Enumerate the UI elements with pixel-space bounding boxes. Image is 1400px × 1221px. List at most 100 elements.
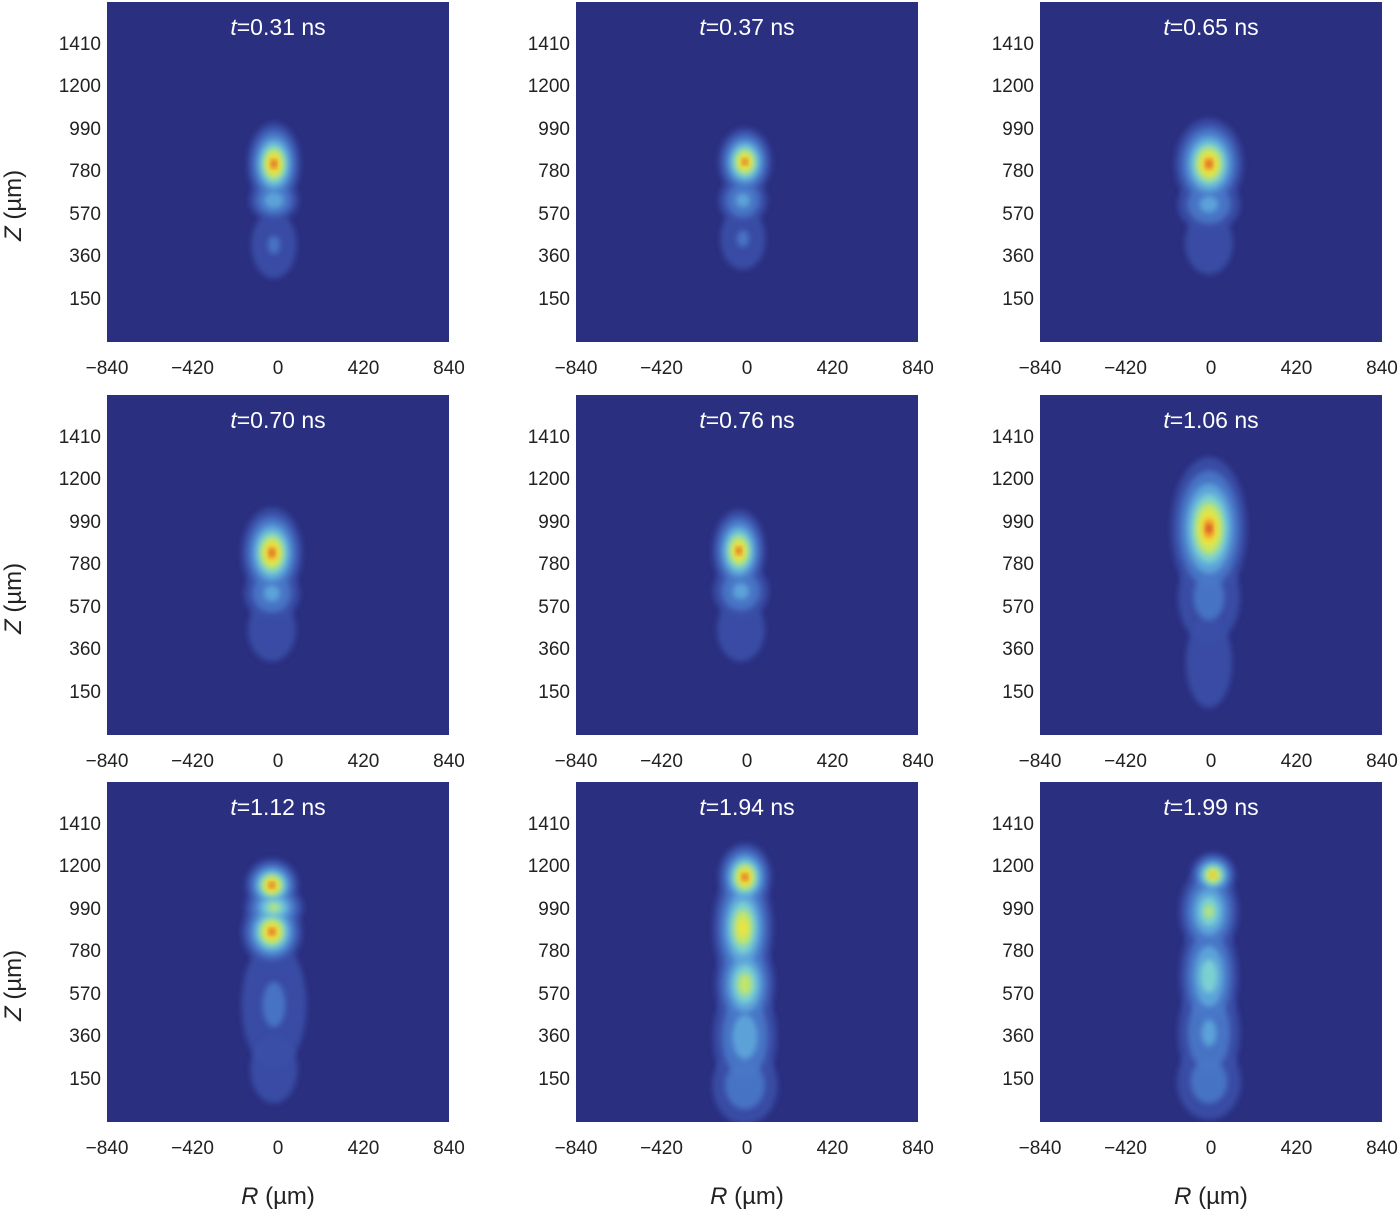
x-tick-label: 420 bbox=[816, 358, 849, 379]
y-tick-label: 990 bbox=[69, 118, 101, 140]
y-tick-label: 990 bbox=[1002, 511, 1034, 533]
x-tick-label: 840 bbox=[1366, 358, 1398, 379]
heatmap-plot bbox=[1040, 395, 1382, 735]
x-tick-labels: −840 −420 0 420 840 bbox=[555, 751, 934, 775]
x-tick-label: −840 bbox=[85, 751, 129, 772]
y-tick-label: 780 bbox=[538, 554, 570, 575]
y-tick-label: 150 bbox=[69, 681, 101, 703]
y-tick-label: 1410 bbox=[58, 33, 101, 55]
time-symbol: t bbox=[230, 14, 237, 40]
heatmap-plot bbox=[107, 395, 449, 735]
intensity-contour bbox=[263, 584, 281, 602]
y-tick-label: 1410 bbox=[527, 813, 570, 835]
intensity-contour bbox=[738, 918, 748, 938]
panel-title: t=1.06 ns bbox=[1040, 407, 1382, 434]
intensity-contour bbox=[1200, 959, 1218, 994]
y-tick-label: 570 bbox=[538, 983, 570, 1005]
y-tick-label: 360 bbox=[1002, 639, 1034, 660]
y-tick-label: 1410 bbox=[991, 33, 1034, 55]
x-tick-label: 840 bbox=[433, 1138, 465, 1159]
y-tick-labels: 1410 1200 990 780 570 360 150 bbox=[512, 2, 572, 342]
x-tick-label: 0 bbox=[741, 358, 753, 379]
y-tick-label: 990 bbox=[538, 511, 570, 533]
y-tick-labels: 1410 1200 990 780 570 360 150 bbox=[512, 782, 572, 1122]
intensity-contour bbox=[1201, 1019, 1217, 1047]
y-axis-unit: (µm) bbox=[0, 169, 27, 227]
intensity-contour bbox=[264, 191, 284, 209]
x-tick-label: −420 bbox=[171, 358, 214, 379]
time-symbol: t bbox=[699, 407, 706, 433]
x-tick-labels: −840 −420 0 420 840 bbox=[1019, 751, 1398, 775]
y-tick-label: 360 bbox=[69, 1026, 101, 1047]
x-tick-label: 420 bbox=[347, 1138, 380, 1159]
x-tick-label: 0 bbox=[741, 1138, 753, 1159]
x-tick-labels: −840 −420 0 420 840 bbox=[86, 1138, 465, 1162]
heatmap-panel: t=0.31 ns bbox=[107, 2, 449, 342]
intensity-contour bbox=[742, 874, 747, 880]
intensity-contour bbox=[1204, 905, 1214, 918]
x-axis-unit: (µm) bbox=[1191, 1183, 1248, 1210]
x-tick-label: 420 bbox=[816, 1138, 849, 1159]
x-tick-label: 840 bbox=[1366, 1138, 1398, 1159]
y-tick-label: 780 bbox=[69, 161, 101, 182]
x-axis-title: R (µm) bbox=[198, 1183, 358, 1211]
x-tick-label: −840 bbox=[554, 751, 598, 772]
y-tick-label: 360 bbox=[538, 246, 570, 267]
time-value: =1.06 ns bbox=[1169, 407, 1259, 433]
intensity-contour bbox=[271, 161, 276, 167]
intensity-contour bbox=[735, 193, 751, 208]
y-tick-label: 570 bbox=[69, 983, 101, 1005]
y-axis-title: Z (µm) bbox=[0, 141, 28, 241]
x-tick-labels: −840 −420 0 420 840 bbox=[1019, 358, 1398, 382]
y-tick-label: 150 bbox=[69, 288, 101, 310]
x-tick-labels: −840 −420 0 420 840 bbox=[555, 1138, 934, 1162]
y-axis-symbol: Z bbox=[0, 619, 27, 634]
x-tick-labels: −840 −420 0 420 840 bbox=[86, 358, 465, 382]
intensity-contour bbox=[247, 598, 296, 662]
time-symbol: t bbox=[699, 794, 706, 820]
time-value: =0.37 ns bbox=[705, 14, 795, 40]
intensity-contour bbox=[738, 973, 752, 996]
intensity-contour bbox=[1193, 574, 1225, 621]
time-symbol: t bbox=[1163, 794, 1170, 820]
y-tick-label: 1200 bbox=[527, 469, 570, 490]
x-tick-labels: −840 −420 0 420 840 bbox=[86, 751, 465, 775]
x-tick-label: 840 bbox=[433, 358, 465, 379]
intensity-contour bbox=[1185, 616, 1232, 708]
intensity-contour bbox=[1210, 872, 1216, 878]
x-axis-unit: (µm) bbox=[258, 1183, 315, 1210]
y-tick-label: 360 bbox=[538, 639, 570, 660]
y-tick-labels: 1410 1200 990 780 570 360 150 bbox=[976, 395, 1036, 735]
y-axis-symbol: Z bbox=[0, 1006, 27, 1021]
panel-title: t=0.70 ns bbox=[107, 407, 449, 434]
x-tick-label: −840 bbox=[554, 1138, 598, 1159]
time-value: =0.70 ns bbox=[236, 407, 326, 433]
heatmap-panel: t=1.12 ns bbox=[107, 782, 449, 1122]
y-tick-label: 360 bbox=[69, 246, 101, 267]
y-tick-label: 780 bbox=[1002, 161, 1034, 182]
x-tick-label: −840 bbox=[1018, 358, 1062, 379]
x-tick-label: 0 bbox=[741, 751, 753, 772]
intensity-contour bbox=[736, 230, 750, 248]
y-tick-label: 780 bbox=[1002, 941, 1034, 962]
time-value: =0.76 ns bbox=[705, 407, 795, 433]
intensity-contour bbox=[1206, 523, 1212, 534]
x-tick-label: 840 bbox=[1366, 751, 1398, 772]
x-axis-symbol: R bbox=[241, 1183, 259, 1210]
time-value: =1.99 ns bbox=[1169, 794, 1259, 820]
x-tick-label: 840 bbox=[902, 358, 934, 379]
y-tick-label: 990 bbox=[538, 898, 570, 920]
intensity-contour bbox=[269, 549, 274, 556]
x-tick-label: 420 bbox=[1280, 358, 1313, 379]
y-tick-label: 1200 bbox=[527, 856, 570, 877]
x-axis-unit: (µm) bbox=[727, 1183, 784, 1210]
y-tick-label: 1200 bbox=[58, 469, 101, 490]
panel-title: t=0.31 ns bbox=[107, 14, 449, 41]
y-tick-labels: 1410 1200 990 780 570 360 150 bbox=[512, 395, 572, 735]
intensity-contour bbox=[1190, 1059, 1228, 1104]
x-tick-label: 0 bbox=[272, 1138, 284, 1159]
y-tick-label: 360 bbox=[538, 1026, 570, 1047]
x-tick-label: −420 bbox=[171, 1138, 214, 1159]
y-tick-label: 1410 bbox=[58, 426, 101, 448]
intensity-contour bbox=[716, 598, 765, 662]
